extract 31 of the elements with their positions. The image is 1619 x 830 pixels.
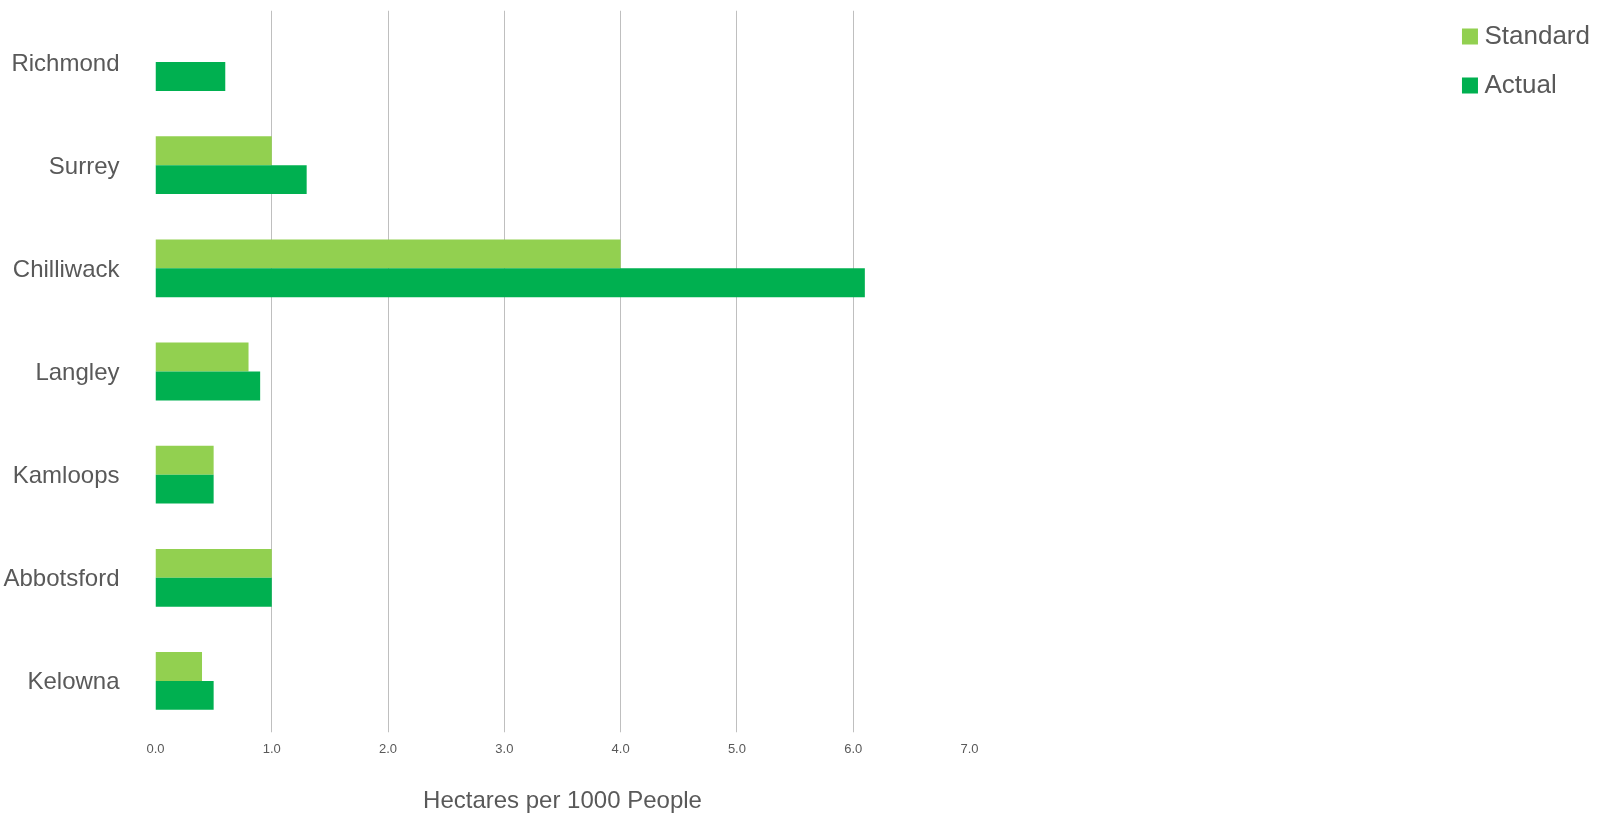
x-tick-label: 5.0: [727, 740, 746, 756]
y-tick-label: Kamloops: [12, 461, 120, 489]
x-tick-label: 1.0: [262, 740, 281, 756]
y-tick-label: Surrey: [48, 151, 120, 179]
y-tick-label: Langley: [35, 358, 120, 385]
bar: [155, 136, 272, 166]
x-tick-label: 4.0: [611, 740, 630, 756]
x-tick-label: 3.0: [495, 740, 514, 756]
y-tick-label: Chilliwack: [12, 254, 121, 282]
bar: [155, 445, 214, 475]
x-tick-label: 7.0: [960, 740, 979, 756]
bar: [155, 165, 307, 195]
bar: [155, 342, 249, 372]
y-tick-label: Kelowna: [27, 667, 121, 695]
legend-label: Standard: [1484, 20, 1590, 51]
x-tick-label: 6.0: [844, 740, 863, 756]
bar: [155, 680, 214, 710]
y-tick-label: Richmond: [11, 48, 120, 76]
y-tick-label: Abbotsford: [3, 564, 120, 592]
bar: [155, 474, 214, 504]
x-tick-label: 0.0: [146, 740, 165, 756]
x-axis-title: Hectares per 1000 People: [423, 785, 702, 813]
x-tick-label: 2.0: [379, 740, 398, 756]
bar: [155, 548, 272, 578]
bar: [155, 268, 865, 298]
bar: [155, 239, 621, 269]
bar: [155, 577, 272, 607]
bar: [155, 62, 226, 91]
bar: [155, 652, 203, 681]
legend-label: Actual: [1484, 69, 1557, 100]
bar: [155, 371, 261, 401]
